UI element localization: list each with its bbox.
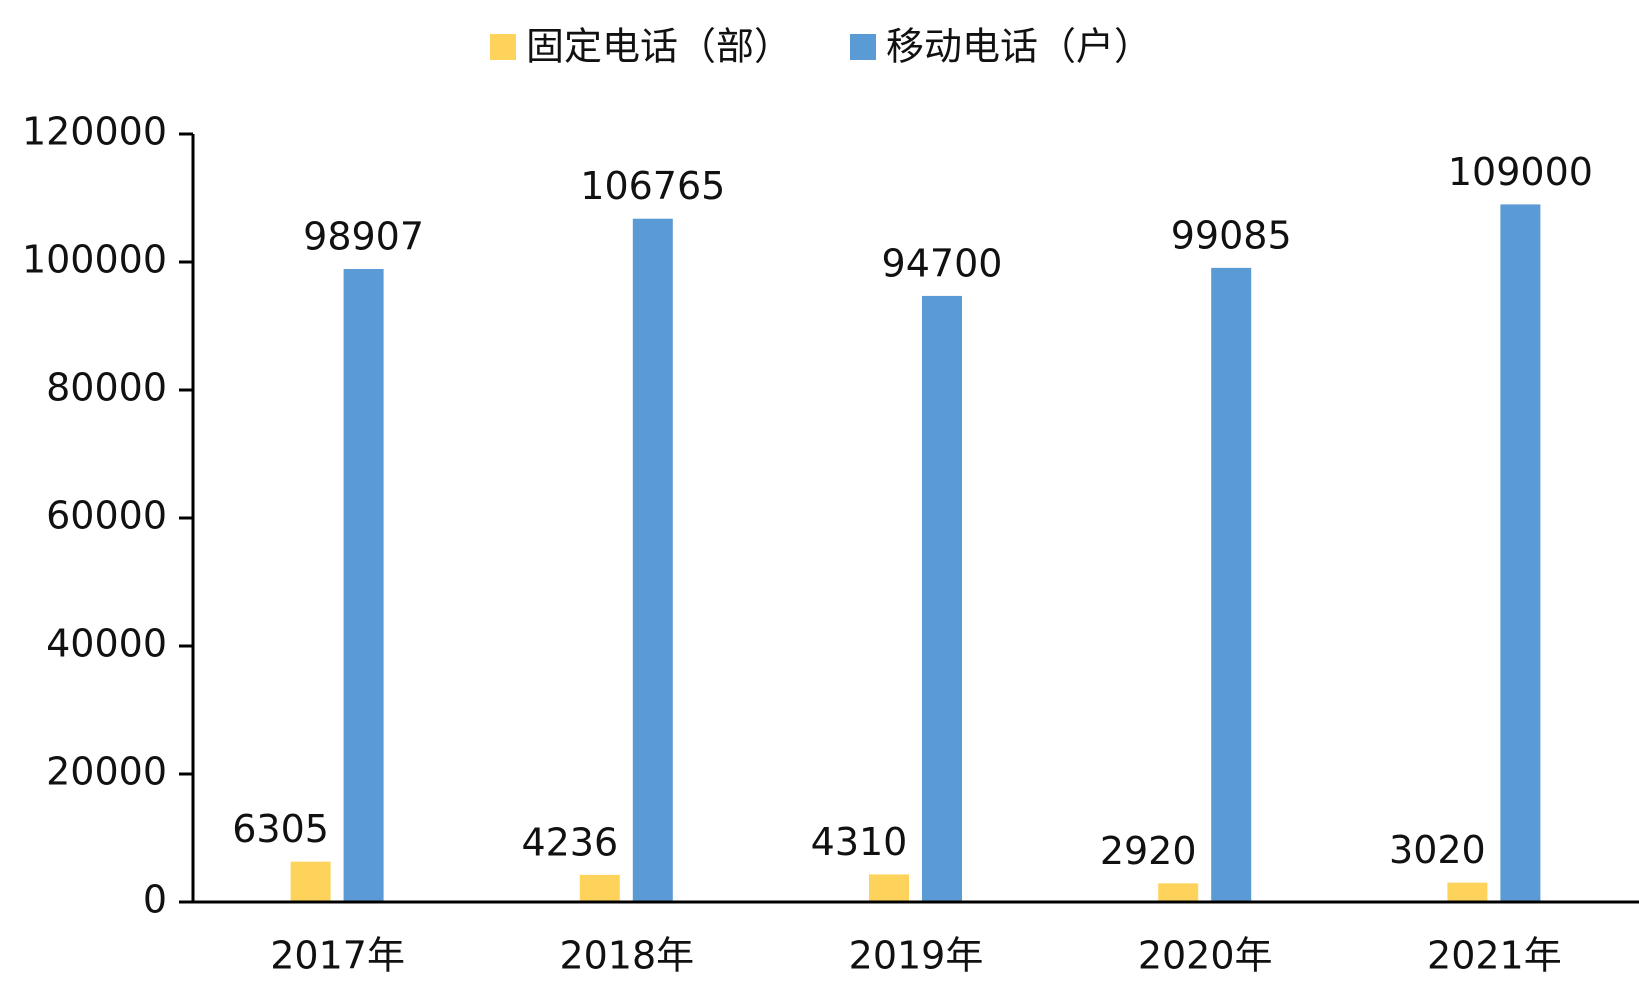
x-tick-label: 2020年 xyxy=(1138,934,1273,978)
y-tick-label: 120000 xyxy=(22,110,167,154)
bar xyxy=(922,295,962,902)
y-tick-label: 100000 xyxy=(22,238,167,282)
legend-swatch xyxy=(490,34,516,60)
x-tick-label: 2017年 xyxy=(270,934,405,978)
data-label: 94700 xyxy=(882,241,1003,285)
y-tick-label: 0 xyxy=(143,878,167,922)
legend-label: 固定电话（部） xyxy=(526,25,792,69)
bar xyxy=(869,874,909,902)
legend-label: 移动电话（户） xyxy=(886,25,1152,69)
bar xyxy=(343,268,384,902)
data-label: 4236 xyxy=(521,820,618,864)
y-tick-label: 40000 xyxy=(46,622,167,666)
bar xyxy=(1500,204,1541,902)
bar xyxy=(1158,883,1199,902)
y-tick-label: 20000 xyxy=(46,750,167,794)
bar xyxy=(632,218,673,903)
data-label: 4310 xyxy=(811,820,908,864)
data-label: 98907 xyxy=(303,214,424,258)
bar xyxy=(290,861,331,902)
legend-swatch xyxy=(850,34,876,60)
x-tick-label: 2021年 xyxy=(1427,934,1562,978)
data-label: 3020 xyxy=(1389,828,1486,872)
bar xyxy=(1447,882,1488,902)
data-label: 109000 xyxy=(1448,150,1593,194)
x-tick-label: 2019年 xyxy=(849,934,984,978)
data-label: 2920 xyxy=(1100,829,1197,873)
bar xyxy=(579,874,620,902)
data-label: 99085 xyxy=(1171,213,1292,257)
bar xyxy=(1211,267,1252,903)
data-label: 106765 xyxy=(580,164,725,208)
y-tick-label: 60000 xyxy=(46,494,167,538)
data-label: 6305 xyxy=(232,807,329,851)
x-tick-label: 2018年 xyxy=(559,934,694,978)
y-tick-label: 80000 xyxy=(46,366,167,410)
